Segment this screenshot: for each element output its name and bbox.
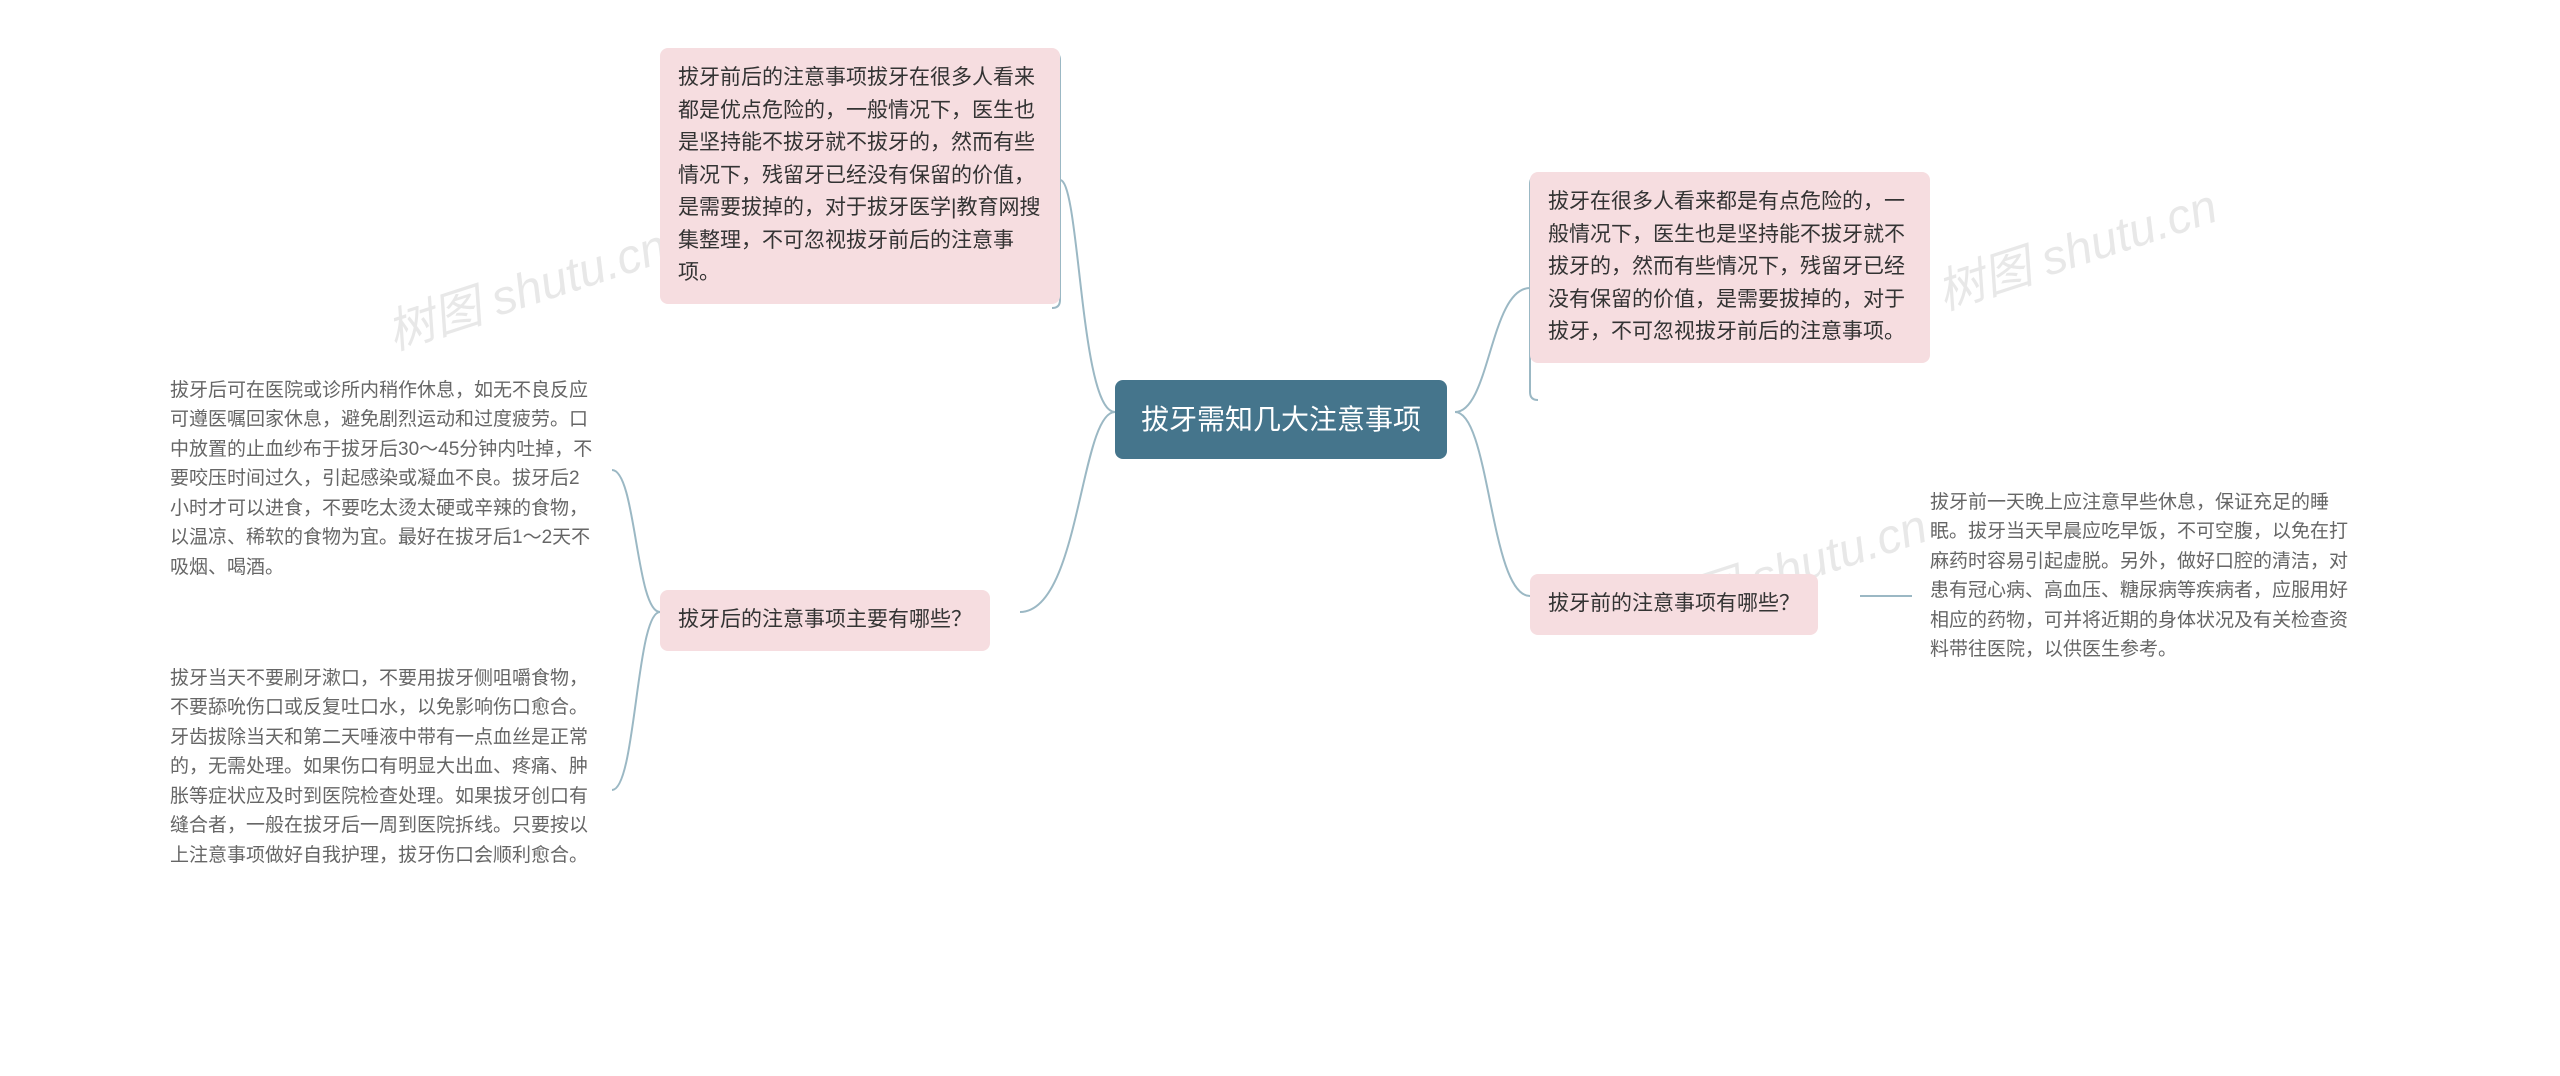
node-summary-text: 拔牙在很多人看来都是有点危险的，一般情况下，医生也是坚持能不拔牙就不拔牙的，然而… — [1548, 190, 1905, 343]
node-after-title-text: 拔牙后的注意事项主要有哪些？ — [678, 608, 972, 631]
node-after-title: 拔牙后的注意事项主要有哪些？ — [660, 590, 990, 651]
node-summary: 拔牙在很多人看来都是有点危险的，一般情况下，医生也是坚持能不拔牙就不拔牙的，然而… — [1530, 172, 1930, 363]
leaf-before-text: 拔牙前一天晚上应注意早些休息，保证充足的睡眠。拔牙当天早晨应吃早饭，不可空腹，以… — [1930, 492, 2348, 660]
watermark: 树图 shutu.cn — [376, 207, 674, 363]
watermark: 树图 shutu.cn — [1926, 167, 2224, 323]
leaf-after-2: 拔牙当天不要刷牙漱口，不要用拔牙侧咀嚼食物，不要舔吮伤口或反复吐口水，以免影响伤… — [152, 650, 612, 884]
leaf-after-2-text: 拔牙当天不要刷牙漱口，不要用拔牙侧咀嚼食物，不要舔吮伤口或反复吐口水，以免影响伤… — [170, 668, 588, 866]
node-before-title: 拔牙前的注意事项有哪些？ — [1530, 574, 1818, 635]
root-label: 拔牙需知几大注意事项 — [1141, 404, 1421, 435]
mindmap-root: 拔牙需知几大注意事项 — [1115, 380, 1447, 459]
node-intro-text: 拔牙前后的注意事项拔牙在很多人看来都是优点危险的，一般情况下，医生也是坚持能不拔… — [678, 66, 1040, 284]
node-intro: 拔牙前后的注意事项拔牙在很多人看来都是优点危险的，一般情况下，医生也是坚持能不拔… — [660, 48, 1060, 304]
leaf-before: 拔牙前一天晚上应注意早些休息，保证充足的睡眠。拔牙当天早晨应吃早饭，不可空腹，以… — [1912, 474, 2372, 679]
leaf-after-1: 拔牙后可在医院或诊所内稍作休息，如无不良反应可遵医嘱回家休息，避免剧烈运动和过度… — [152, 362, 612, 596]
leaf-after-1-text: 拔牙后可在医院或诊所内稍作休息，如无不良反应可遵医嘱回家休息，避免剧烈运动和过度… — [170, 380, 592, 578]
node-before-title-text: 拔牙前的注意事项有哪些？ — [1548, 592, 1800, 615]
